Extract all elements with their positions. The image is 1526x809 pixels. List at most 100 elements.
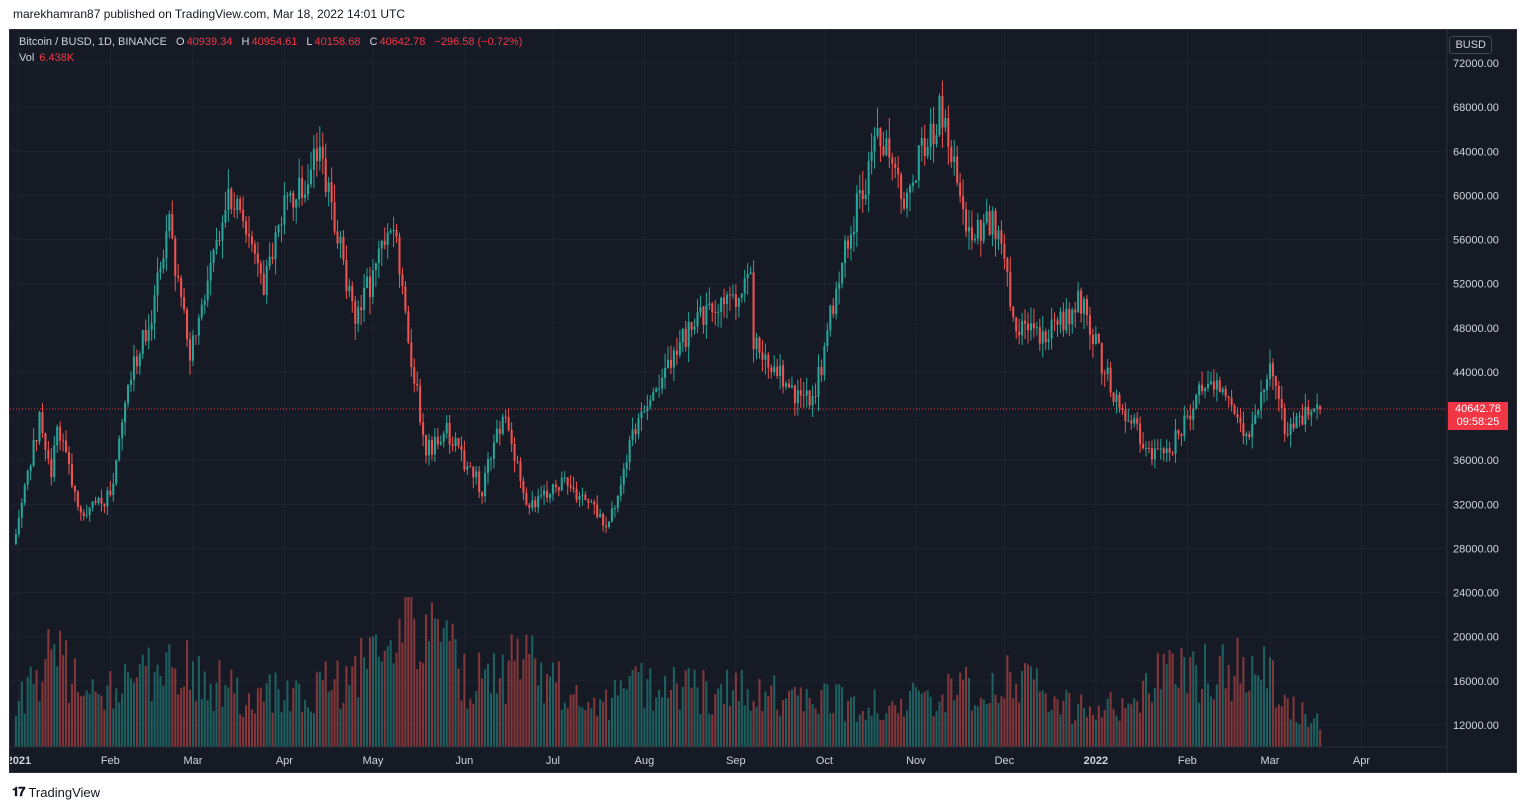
volume-bar [430,602,433,747]
candle-body [616,495,619,509]
volume-bar [386,646,389,747]
candle-body [1310,411,1313,416]
candle-body [454,437,457,446]
candle-body [846,240,850,249]
candle-body [1080,290,1083,314]
symbol-name[interactable]: Bitcoin / BUSD, 1D, BINANCE [19,36,167,48]
candle-body [88,507,91,515]
chart-frame[interactable]: 12000.00 16000.00 20000.00 24000.00 28000.00… [9,29,1517,773]
volume-bar [926,690,929,747]
volume-bar [888,705,891,747]
candle-body [425,435,428,456]
volume-bar [73,658,76,747]
volume-bar [711,714,714,747]
volume-bar [377,656,380,747]
volume-bar [150,701,153,747]
candle-body [186,309,189,340]
volume-bar [348,685,351,747]
candle-body [923,138,926,156]
candle-body [433,436,436,455]
volume-bar [401,642,404,747]
candle-body [1100,342,1103,374]
volume-bar [1153,688,1156,747]
volume-bar [581,707,584,747]
volume-bar [578,706,581,747]
volume-bar [256,688,259,747]
candle-body [1304,406,1307,425]
volume-label[interactable]: Vol [19,52,35,64]
volume-bar [811,704,814,747]
volume-bar [522,659,525,747]
low-label: L [306,36,313,48]
candle-body [888,138,891,158]
candle-body [236,199,239,210]
volume-bar [519,679,522,747]
candle-body [239,199,242,210]
candle-body [1195,395,1198,409]
candle-body [44,433,47,450]
volume-bar [1071,723,1074,747]
candle-body [336,231,339,244]
volume-bar [44,659,47,747]
volume-bar [779,715,782,747]
volume-bar [504,703,507,747]
candle-body [628,440,631,463]
volume-bar [1103,710,1106,747]
candle-body [725,294,729,305]
volume-bar [932,716,935,747]
volume-bar [501,654,504,747]
candle-body [891,157,894,164]
candle-body [1130,420,1133,424]
candle-body [740,293,743,298]
candle-body [1103,373,1106,375]
volume-bar [218,660,221,747]
volume-bar [498,678,501,747]
candle-body [206,280,209,301]
volume-bar [65,640,68,747]
candle-body [516,460,519,462]
bar-countdown: 09:58:25 [1456,415,1500,428]
volume-bar [605,689,608,747]
currency-badge[interactable]: BUSD [1449,36,1492,54]
candle-body [191,335,194,361]
volume-bar [666,698,670,747]
volume-bar [186,640,189,747]
candle-body [50,458,53,478]
candle-body [985,211,988,223]
candle-body [398,236,401,275]
volume-bar [870,715,873,747]
candle-body [805,390,808,396]
volume-bar [563,702,566,747]
volume-bar [543,703,546,747]
volume-bar [274,672,277,747]
volume-bar [861,710,864,747]
candle-body [528,504,531,508]
candle-body [1298,415,1301,417]
volume-bar [32,684,35,747]
volume-bar [985,703,988,747]
time-tick-label: Oct [816,755,833,767]
volume-bar [1274,707,1277,747]
volume-bar [1080,694,1083,747]
volume-bar [911,682,914,747]
volume-bar [817,713,820,747]
volume-bar [690,687,693,747]
candle-body [926,147,929,156]
volume-bar [1283,694,1286,747]
candle-body [605,525,608,528]
volume-bar [929,696,932,747]
volume-bar [392,663,395,747]
candle-body [835,288,838,315]
candle-body [469,466,472,468]
volume-bar [1038,691,1041,747]
candle-body [655,388,658,393]
volume-bar [1074,720,1077,747]
candle-body [383,240,386,245]
volume-bar [286,680,289,747]
candle-body [941,96,944,128]
volume-bar [20,681,23,747]
candlestick-chart[interactable]: 12000.00 16000.00 20000.00 24000.00 28000.00… [10,30,1517,773]
candle-body [702,306,705,325]
footer-brand[interactable]: 𝟏𝟕 TradingView [12,784,100,800]
volume-bar [661,697,664,747]
